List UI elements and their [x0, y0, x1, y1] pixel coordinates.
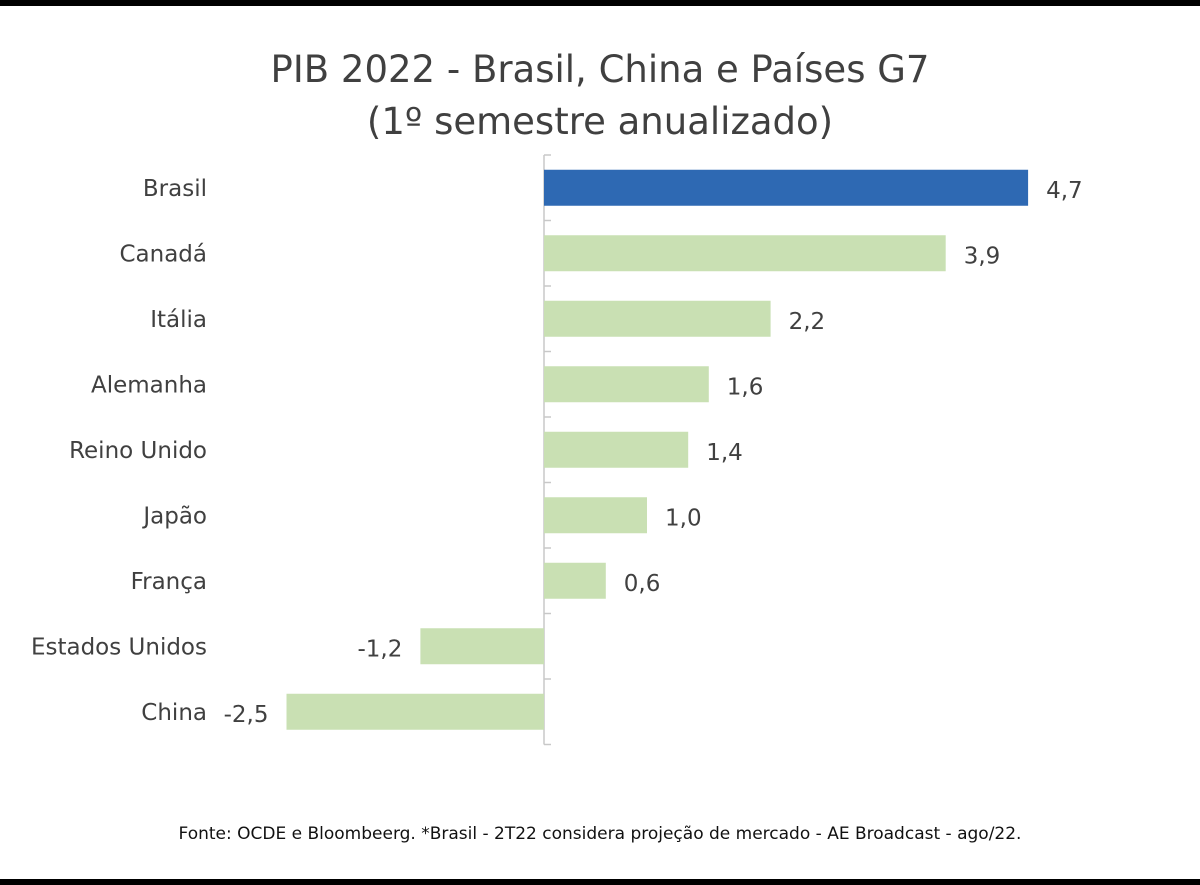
category-label-reino-unido: Reino Unido — [69, 438, 207, 464]
bar-brasil — [544, 169, 1029, 206]
bar-italia — [544, 300, 771, 337]
category-label-brasil: Brasil — [143, 176, 207, 202]
category-label-alemanha: Alemanha — [91, 372, 207, 398]
value-label-estados-unidos: -1,2 — [358, 636, 403, 662]
category-label-estados-unidos: Estados Unidos — [31, 634, 207, 660]
bar-reino-unido — [544, 431, 689, 468]
bar-japao — [544, 497, 647, 534]
chart-title: PIB 2022 - Brasil, China e Países G7 (1º… — [0, 44, 1200, 148]
category-label-japao: Japão — [141, 503, 207, 529]
category-label-china: China — [141, 700, 207, 726]
chart-title-line-2: (1º semestre anualizado) — [366, 100, 834, 143]
value-label-japao: 1,0 — [665, 505, 702, 531]
bar-canada — [544, 235, 946, 272]
value-label-canada: 3,9 — [964, 243, 1001, 269]
value-label-brasil: 4,7 — [1046, 178, 1083, 204]
value-label-alemanha: 1,6 — [727, 374, 764, 400]
bar-franca — [544, 562, 606, 599]
category-label-franca: França — [131, 569, 207, 595]
bar-alemanha — [544, 366, 709, 403]
chart-title-line-1: PIB 2022 - Brasil, China e Países G7 — [270, 48, 930, 91]
value-label-italia: 2,2 — [789, 309, 826, 335]
value-label-china: -2,5 — [224, 702, 269, 728]
source-note: Fonte: OCDE e Bloombeerg. *Brasil - 2T22… — [178, 824, 1022, 844]
bar-china — [286, 693, 544, 730]
value-label-reino-unido: 1,4 — [706, 440, 743, 466]
category-label-italia: Itália — [150, 307, 207, 333]
value-label-franca: 0,6 — [624, 571, 661, 597]
bar-estados-unidos — [420, 628, 544, 665]
chart-frame: PIB 2022 - Brasil, China e Países G7 (1º… — [0, 6, 1200, 879]
category-label-canada: Canadá — [119, 241, 207, 267]
